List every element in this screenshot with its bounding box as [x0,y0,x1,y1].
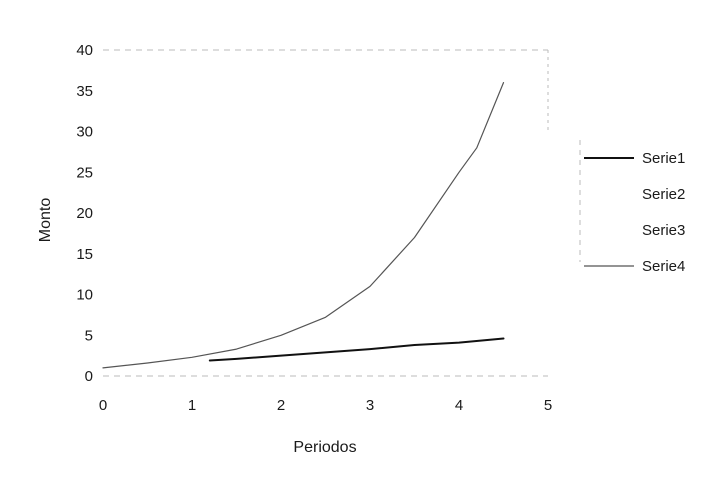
legend-label: Serie1 [642,150,685,167]
legend-label: Serie4 [642,258,685,275]
x-tick-label: 4 [455,397,463,414]
series-lines [102,81,505,369]
y-tick-label: 0 [85,368,93,385]
legend-label: Serie3 [642,222,685,239]
x-axis-ticks: 0 1 2 3 4 5 [99,397,552,414]
y-tick-label: 5 [85,327,93,344]
y-tick-label: 20 [76,205,93,222]
legend-item: Serie4 [584,258,685,275]
legend-item: Serie3 [584,222,685,239]
x-tick-label: 1 [188,397,196,414]
legend: Serie1 Serie2 Serie3 Serie4 [579,140,685,275]
legend-label: Serie2 [642,186,685,203]
legend-item: Serie1 [584,150,685,167]
plot-area [103,49,549,377]
legend-item: Serie2 [584,186,685,203]
y-tick-label: 10 [76,287,93,304]
y-tick-label: 15 [76,246,93,263]
x-tick-label: 2 [277,397,285,414]
y-tick-label: 30 [76,124,93,141]
x-tick-label: 0 [99,397,107,414]
y-tick-label: 25 [76,164,93,181]
x-tick-label: 3 [366,397,374,414]
y-axis-title: Monto [37,198,54,243]
x-axis-title: Periodos [293,439,356,456]
x-tick-label: 5 [544,397,552,414]
y-tick-label: 40 [76,42,93,59]
y-tick-label: 35 [76,83,93,100]
y-axis-ticks: 0 5 10 15 20 25 30 35 40 [76,42,93,385]
series-line-serie4 [102,81,505,369]
series-line-serie1 [208,337,505,362]
